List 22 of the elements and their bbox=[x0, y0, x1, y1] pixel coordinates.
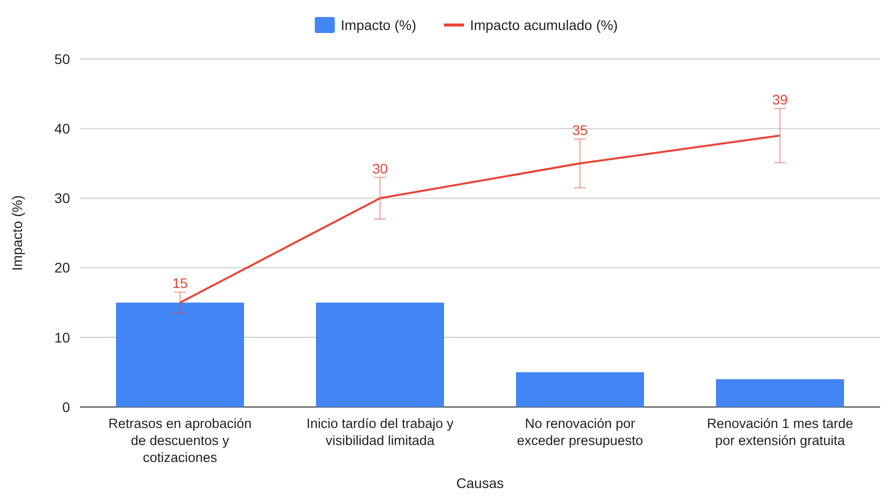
x-tick-label: Retrasos en aprobación de descuentos y cotizaciones bbox=[108, 416, 252, 465]
data-label: 30 bbox=[372, 160, 388, 176]
y-axis-title: Impacto (%) bbox=[9, 195, 25, 271]
x-tick-label: No renovación por exceder presupuesto bbox=[516, 416, 644, 448]
x-tick-label: Inicio tardío del trabajo y visibilidad limitada bbox=[306, 416, 454, 448]
x-tick-label: Renovación 1 mes tarde por extensión gratuita bbox=[706, 416, 854, 448]
y-tick-label: 30 bbox=[54, 190, 70, 206]
bar bbox=[316, 302, 444, 407]
y-tick-label: 50 bbox=[54, 50, 70, 67]
y-tick-label: 40 bbox=[54, 120, 70, 136]
y-tick-label: 10 bbox=[54, 329, 70, 346]
bar bbox=[116, 302, 244, 407]
x-axis-title: Causas bbox=[456, 475, 504, 491]
bar bbox=[716, 379, 844, 407]
bar bbox=[516, 372, 644, 407]
y-tick-label: 0 bbox=[62, 398, 70, 415]
data-label: 39 bbox=[772, 91, 788, 108]
legend-label: Impacto (%) bbox=[340, 16, 416, 33]
y-tick-label: 20 bbox=[54, 260, 70, 276]
data-label: 35 bbox=[572, 122, 588, 138]
data-label: 15 bbox=[172, 275, 188, 292]
legend-label: Impacto acumulado (%) bbox=[470, 16, 618, 33]
